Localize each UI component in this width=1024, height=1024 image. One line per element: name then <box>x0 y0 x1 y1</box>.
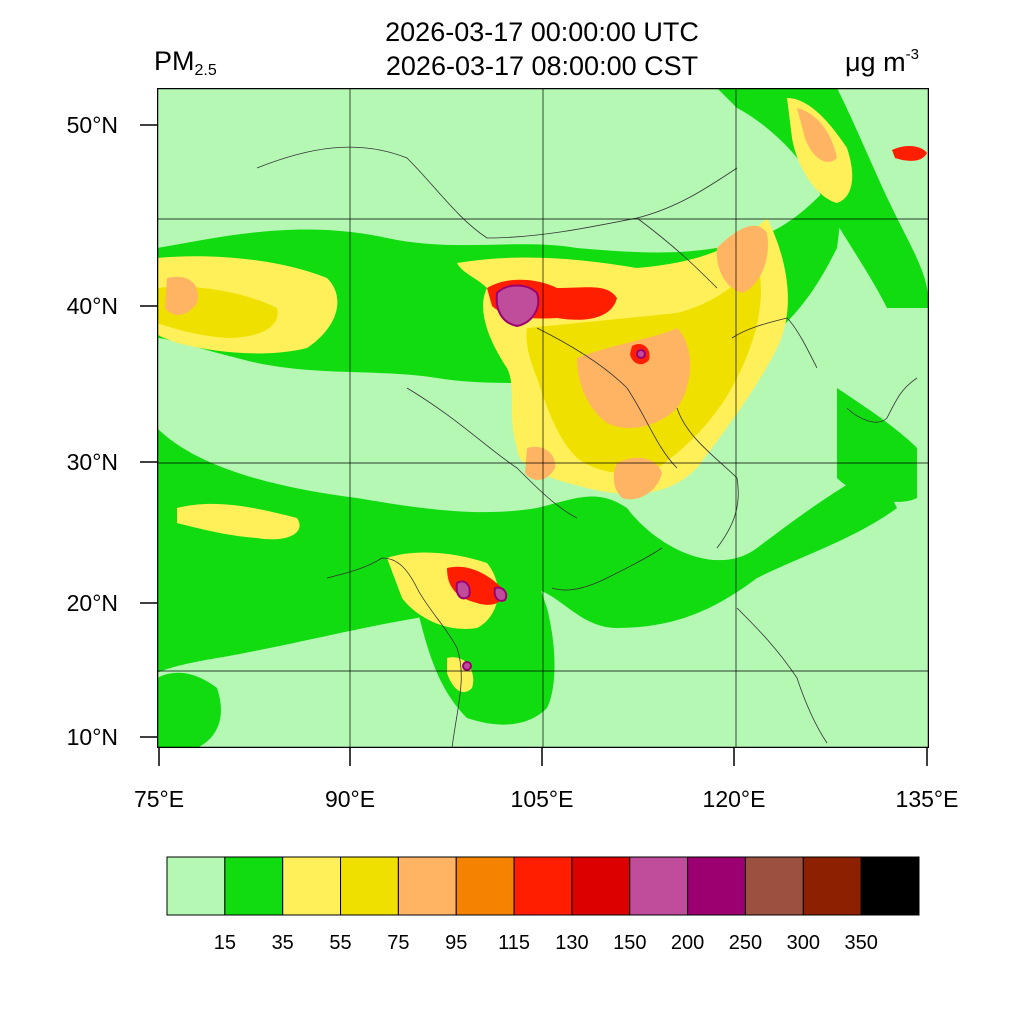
colorbar-swatch <box>397 856 457 916</box>
colorbar-swatch <box>282 856 342 916</box>
colorbar <box>166 856 920 916</box>
lat-tick-label: 20°N <box>66 590 118 616</box>
colorbar-swatch <box>340 856 399 916</box>
contour-75-115 <box>165 108 837 500</box>
colorbar-tick-label: 75 <box>387 932 410 954</box>
variable-label: PM2.5 <box>154 46 217 80</box>
colorbar-tick-label: 35 <box>271 932 294 954</box>
lon-tick-label: 135°E <box>895 786 959 812</box>
variable-subscript: 2.5 <box>194 62 217 79</box>
map-graticule <box>157 88 929 748</box>
colorbar-swatch <box>571 856 631 916</box>
pm25-map <box>157 88 929 748</box>
title-line-utc: 2026-03-17 00:00:00 UTC <box>385 17 699 47</box>
colorbar-swatch <box>455 856 515 916</box>
colorbar-tick-label: 15 <box>213 932 236 954</box>
title-line-cst: 2026-03-17 08:00:00 CST <box>385 51 699 81</box>
colorbar-tick-label: 55 <box>329 932 352 954</box>
colorbar-swatch <box>860 856 920 916</box>
lat-tick-label: 40°N <box>66 293 118 319</box>
colorbar-tick-label: 250 <box>728 932 763 954</box>
colorbar-swatch <box>513 856 573 916</box>
coastlines-and-borders <box>256 146 918 748</box>
colorbar-tick-label: 115 <box>498 932 530 954</box>
lon-tick-label: 105°E <box>510 786 574 812</box>
lat-tick-label: 30°N <box>66 449 118 475</box>
colorbar-swatch <box>687 856 746 916</box>
lon-tick-label: 75°E <box>133 786 185 812</box>
colorbar-swatch <box>224 856 284 916</box>
contour-150-250 <box>455 284 646 671</box>
lon-tick-label: 120°E <box>702 786 766 812</box>
colorbar-swatch <box>802 856 862 916</box>
lat-tick-label: 10°N <box>66 724 118 750</box>
colorbar-tick-label: 130 <box>555 932 589 954</box>
units-base: μg m <box>845 47 906 77</box>
colorbar-swatch <box>629 856 689 916</box>
colorbar-tick-label: 300 <box>786 932 820 954</box>
variable-name: PM <box>154 46 195 76</box>
map-frame <box>157 88 929 748</box>
colorbar-tick-label: 150 <box>613 932 647 954</box>
units-exponent: -3 <box>905 46 919 63</box>
lon-tick-label: 90°E <box>324 786 376 812</box>
colorbar-tick-label: 350 <box>844 932 878 954</box>
colorbar-swatch <box>744 856 804 916</box>
colorbar-tick-label: 200 <box>670 932 705 954</box>
colorbar-tick-label: 95 <box>445 932 468 954</box>
lat-tick-label: 50°N <box>66 112 118 138</box>
colorbar-swatch <box>166 856 226 916</box>
units-label: μg m-3 <box>845 46 919 78</box>
